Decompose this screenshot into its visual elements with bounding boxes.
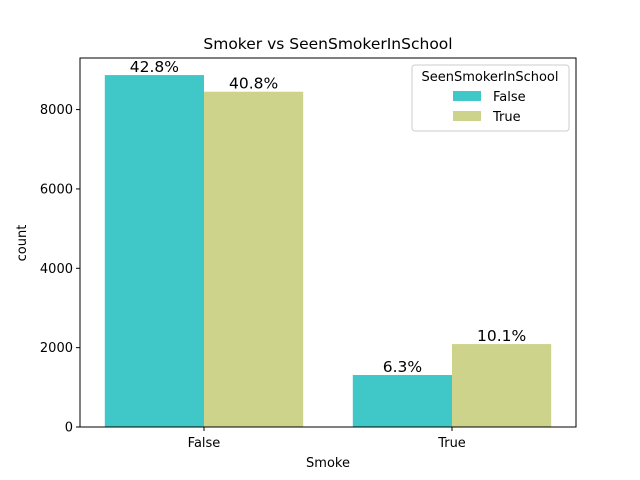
y-axis-label: count (15, 225, 30, 262)
legend: SeenSmokerInSchool False True (411, 64, 570, 132)
data-label-0-1: 40.8% (229, 75, 278, 93)
y-tick-label-2: 4000 (40, 262, 73, 277)
y-tick-label-3: 6000 (40, 182, 73, 197)
x-tick-label-0: False (188, 436, 221, 451)
x-tick-label-1: True (437, 436, 466, 451)
data-label-1-1: 10.1% (477, 327, 526, 345)
bar-1-1 (452, 344, 552, 427)
legend-frame (411, 64, 570, 132)
plot-area: 0 2000 4000 6000 8000 False 42.8% 40.8% True 6.3%… (40, 58, 552, 451)
legend-title: SeenSmokerInSchool (422, 70, 559, 85)
bar-1-0 (352, 375, 452, 427)
data-label-1-0: 6.3% (383, 358, 422, 376)
y-tick-label-1: 2000 (40, 341, 73, 356)
legend-swatch-1 (453, 111, 481, 121)
legend-label-0: False (493, 90, 526, 105)
y-tick-label-0: 0 (65, 421, 73, 436)
bar-0-1 (204, 91, 304, 428)
axes-frame (79, 57, 577, 428)
chart-title: Smoker vs SeenSmokerInSchool (203, 35, 452, 53)
data-label-0-0: 42.8% (130, 58, 179, 76)
y-tick-label-4: 8000 (40, 103, 73, 118)
legend-label-1: True (492, 110, 521, 125)
x-axis-label: Smoke (306, 456, 350, 471)
legend-swatch-0 (453, 91, 481, 101)
bar-0-0 (104, 75, 204, 428)
